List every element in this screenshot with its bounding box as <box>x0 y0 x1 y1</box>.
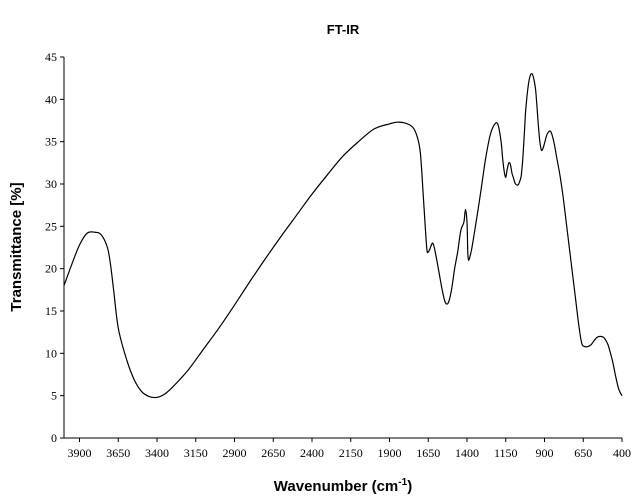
y-axis-label: Transmittance [%] <box>8 182 25 311</box>
y-tick-label: 10 <box>45 346 57 360</box>
x-axis-label-superscript: -1 <box>398 477 407 488</box>
x-tick-label: 650 <box>574 446 592 460</box>
x-tick-label: 2900 <box>223 446 247 460</box>
x-tick-label: 1400 <box>455 446 479 460</box>
y-tick-label: 5 <box>51 389 57 403</box>
y-tick-label: 35 <box>45 135 57 149</box>
x-tick-label: 3900 <box>68 446 92 460</box>
y-tick-label: 25 <box>45 219 57 233</box>
plot-area <box>63 57 622 439</box>
y-tick-label: 30 <box>45 177 57 191</box>
x-tick-label: 2400 <box>300 446 324 460</box>
x-tick-label: 3650 <box>106 446 130 460</box>
x-axis-label: Wavenumber (cm-1) <box>274 477 412 495</box>
x-tick-label: 2650 <box>261 446 285 460</box>
series-line-ftir <box>63 73 623 399</box>
y-tick-label: 0 <box>51 431 57 445</box>
y-tick-label: 20 <box>45 262 57 276</box>
x-axis-ticks: 3900 3650 3400 3150 2900 2650 2400 2150 1900 1650… <box>68 438 631 460</box>
x-tick-label: 1650 <box>416 446 440 460</box>
x-tick-label: 900 <box>536 446 554 460</box>
x-tick-label: 2150 <box>339 446 363 460</box>
x-tick-label: 400 <box>613 446 631 460</box>
x-tick-label: 3400 <box>145 446 169 460</box>
x-tick-label: 3150 <box>184 446 208 460</box>
y-tick-label: 45 <box>45 50 57 64</box>
y-tick-label: 15 <box>45 304 57 318</box>
y-tick-label: 40 <box>45 92 57 106</box>
x-axis-label-main: Wavenumber (cm <box>274 478 398 495</box>
x-axis-label-close: ) <box>407 478 412 495</box>
chart-title: FT-IR <box>327 22 360 37</box>
x-tick-label: 1900 <box>378 446 402 460</box>
y-axis-ticks: 0 5 10 15 20 25 30 35 40 45 <box>45 50 64 445</box>
x-tick-label: 1150 <box>494 446 518 460</box>
